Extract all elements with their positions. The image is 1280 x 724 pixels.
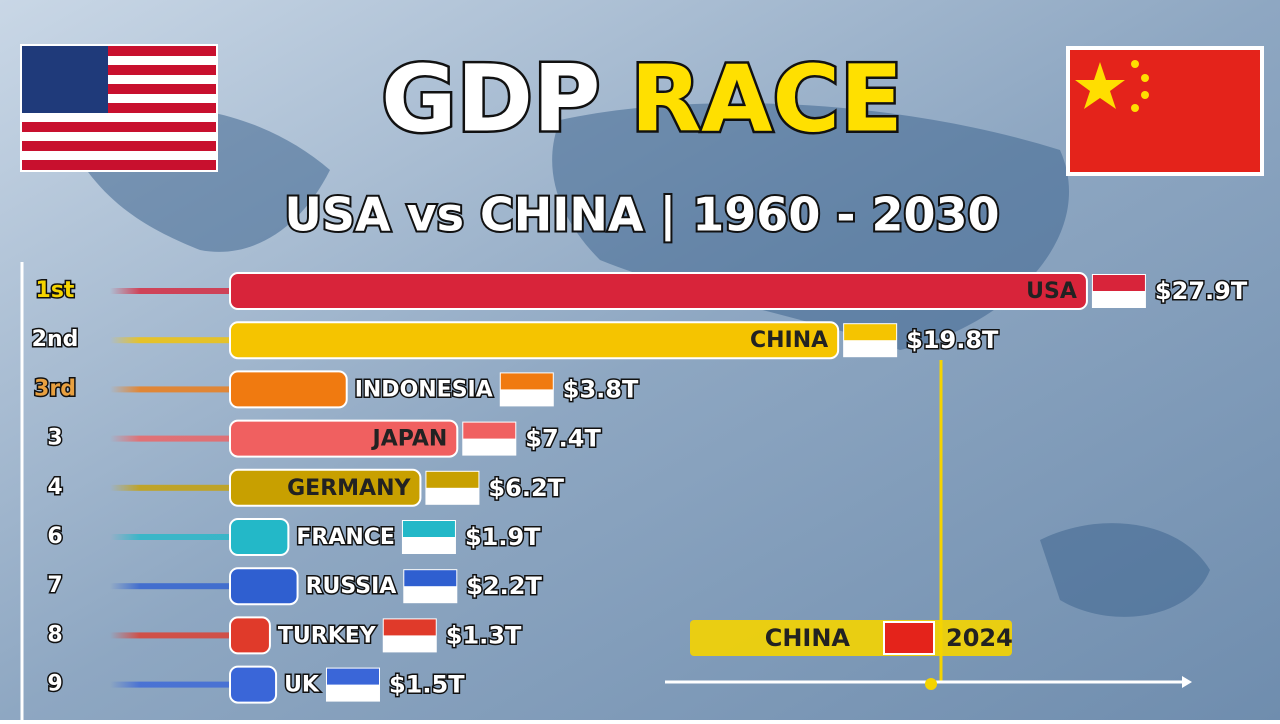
timeline-leader: CHINA <box>765 624 851 652</box>
country-label: TURKEY <box>278 623 377 648</box>
china-flag <box>1066 46 1264 176</box>
country-label: FRANCE <box>296 525 395 550</box>
bar <box>229 419 459 458</box>
bar <box>229 665 278 704</box>
bars: 1st USA $27.9T 2nd CHINA $19.8T 3rd INDONESIA $3… <box>30 272 1249 704</box>
bar <box>229 468 422 507</box>
bar <box>229 272 1088 310</box>
bar <box>229 370 348 409</box>
timeline-flag <box>883 621 935 655</box>
timeline: CHINA 2024 <box>665 360 1192 690</box>
bar-trail <box>110 435 230 442</box>
bar-trail <box>110 534 230 540</box>
value-label: $19.8T <box>906 326 999 354</box>
bar-trail <box>110 632 230 639</box>
bar <box>229 616 271 655</box>
country-flag-band <box>1092 275 1145 291</box>
rank-label: 3 <box>47 426 62 451</box>
value-label: $27.9T <box>1155 277 1248 305</box>
bar <box>229 567 299 606</box>
country-flag-band <box>326 668 379 685</box>
value-label: $2.2T <box>466 572 542 600</box>
bar-trail <box>110 288 230 294</box>
rank-label: 3rd <box>34 376 76 401</box>
rank-label: 4 <box>47 475 62 500</box>
usa-flag <box>20 44 218 172</box>
chart-title-highlight: RACE <box>630 45 902 152</box>
country-flag-band <box>402 521 455 537</box>
chart-title: GDP <box>381 45 600 152</box>
timeline-marker <box>925 678 937 690</box>
rank-label: 9 <box>47 672 62 697</box>
rank-label: 2nd <box>32 327 79 352</box>
value-label: $1.5T <box>389 671 465 699</box>
value-label: $7.4T <box>525 425 601 453</box>
country-flag-band <box>844 324 897 341</box>
country-label: JAPAN <box>371 427 448 452</box>
country-label: CHINA <box>750 328 828 353</box>
country-label: RUSSIA <box>306 574 397 599</box>
bar-trail <box>110 583 230 590</box>
value-label: $3.8T <box>563 375 639 403</box>
rank-label: 7 <box>47 573 62 598</box>
value-label: $1.9T <box>465 523 541 551</box>
timeline-arrow <box>1182 676 1192 688</box>
value-label: $6.2T <box>488 474 564 502</box>
country-flag-band <box>383 619 436 636</box>
country-label: USA <box>1026 279 1077 304</box>
bar <box>229 321 840 360</box>
bar-trail <box>110 681 230 688</box>
timeline-year: 2024 <box>946 624 1013 652</box>
bar-trail <box>110 386 230 393</box>
rank-label: 6 <box>47 524 62 549</box>
country-flag-band <box>404 570 457 587</box>
bar-trail <box>110 484 230 491</box>
country-label: UK <box>284 673 320 698</box>
country-label: GERMANY <box>287 476 411 501</box>
country-flag-band <box>426 471 479 488</box>
country-flag-band <box>500 373 553 390</box>
chart-subtitle: USA vs CHINA | 1960 - 2030 <box>285 188 1000 243</box>
value-label: $1.3T <box>446 621 522 649</box>
country-label: INDONESIA <box>355 377 493 402</box>
country-flag-band <box>463 422 516 439</box>
rank-label: 8 <box>47 622 62 647</box>
bar-trail <box>110 337 230 344</box>
bar <box>229 518 290 556</box>
rank-label: 1st <box>36 278 75 303</box>
